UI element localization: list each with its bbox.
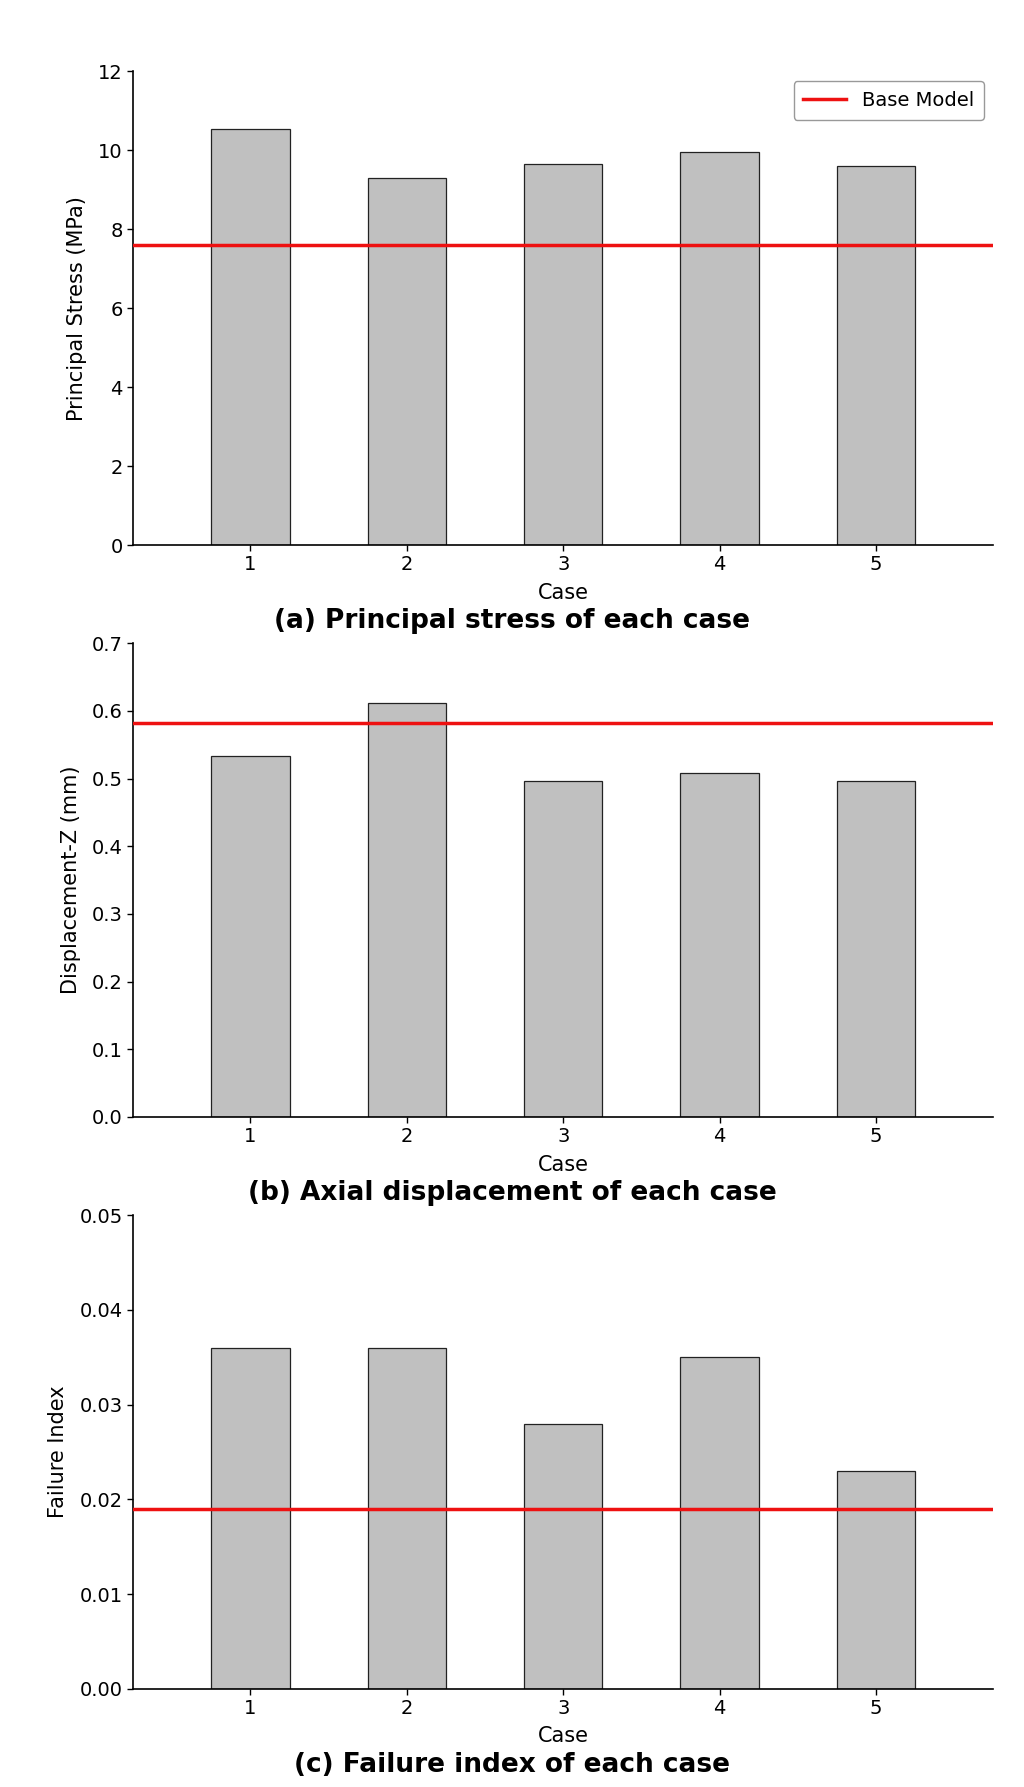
Y-axis label: Principal Stress (MPa): Principal Stress (MPa) [67,197,87,420]
Bar [368,702,445,1117]
Bar [211,756,290,1117]
Y-axis label: Displacement-Z (mm): Displacement-Z (mm) [60,767,81,994]
Bar [837,1471,915,1689]
Y-axis label: Failure Index: Failure Index [48,1385,69,1519]
Bar [524,1424,602,1689]
Text: (c) Failure index of each case: (c) Failure index of each case [294,1751,730,1778]
Bar [837,166,915,545]
Bar [681,1356,759,1689]
Text: (a) Principal stress of each case: (a) Principal stress of each case [274,608,750,634]
X-axis label: Case: Case [538,1154,589,1174]
X-axis label: Case: Case [538,1726,589,1746]
X-axis label: Case: Case [538,583,589,602]
Bar [211,1347,290,1689]
Bar [837,781,915,1117]
Bar [681,152,759,545]
Bar [368,179,445,545]
Bar [681,774,759,1117]
Text: (b) Axial displacement of each case: (b) Axial displacement of each case [248,1179,776,1206]
Bar [368,1347,445,1689]
Bar [211,129,290,545]
Bar [524,781,602,1117]
Legend: Base Model: Base Model [794,80,984,120]
Bar [524,164,602,545]
